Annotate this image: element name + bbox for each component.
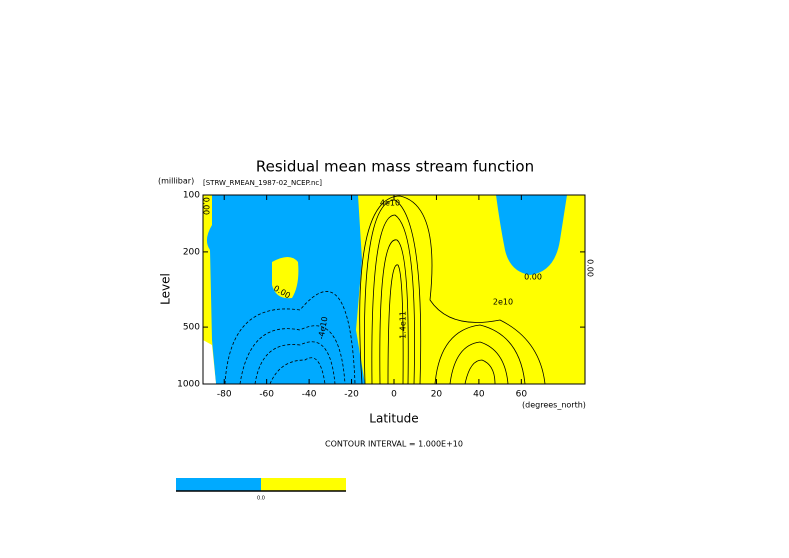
contour-label: 2e10 bbox=[493, 298, 513, 307]
y-unit: (millibar) bbox=[158, 177, 194, 186]
contour bbox=[379, 239, 409, 385]
contour bbox=[363, 199, 422, 385]
x-tick-label: 60 bbox=[516, 390, 528, 400]
contour bbox=[449, 341, 509, 385]
x-tick-label: -20 bbox=[344, 390, 359, 400]
footnote: CONTOUR INTERVAL = 1.000E+10 bbox=[325, 440, 463, 449]
y-tick-label: 1000 bbox=[177, 380, 200, 390]
contour-label: 1.4e11 bbox=[399, 311, 408, 339]
contour-label: 4e10 bbox=[380, 199, 400, 208]
contour bbox=[269, 357, 326, 385]
colorbar-segment bbox=[176, 478, 261, 491]
missing-region bbox=[203, 340, 216, 384]
dataset: [STRW_RMEAN_1987-02_NCEP.nc] bbox=[203, 179, 322, 187]
y-tick-label: 100 bbox=[183, 191, 200, 201]
contour bbox=[359, 195, 546, 385]
x-tick-label: -60 bbox=[259, 390, 274, 400]
x-tick-label: -80 bbox=[217, 390, 232, 400]
positive-region bbox=[272, 257, 299, 299]
contour-label: 0.00 bbox=[524, 273, 542, 282]
contour bbox=[224, 291, 356, 385]
contour-label: 0.00 bbox=[586, 259, 595, 277]
y-axis-label: Level bbox=[159, 273, 173, 305]
x-tick-label: 20 bbox=[431, 390, 443, 400]
colorbar-segment bbox=[261, 478, 346, 491]
contour bbox=[434, 324, 526, 385]
negative-region bbox=[496, 195, 567, 275]
contour-label: 0.00 bbox=[202, 197, 211, 215]
chart-title: Residual mean mass stream function bbox=[256, 158, 534, 176]
colorbar-label: 0.0 bbox=[257, 496, 265, 502]
contour bbox=[254, 341, 336, 385]
contour-label: -4e10 bbox=[317, 316, 330, 340]
x-tick-label: 40 bbox=[473, 390, 485, 400]
contour bbox=[464, 359, 496, 385]
x-tick-label: 0 bbox=[391, 390, 397, 400]
fills bbox=[203, 195, 585, 384]
x-tick-label: -40 bbox=[302, 390, 317, 400]
contour bbox=[371, 214, 415, 385]
x-unit: (degrees_north) bbox=[522, 401, 586, 410]
y-tick-label: 200 bbox=[183, 247, 200, 257]
y-tick-label: 500 bbox=[183, 323, 200, 333]
contours bbox=[224, 195, 546, 385]
colorbar bbox=[176, 478, 346, 492]
contour bbox=[387, 264, 404, 385]
x-axis-label: Latitude bbox=[369, 412, 418, 426]
